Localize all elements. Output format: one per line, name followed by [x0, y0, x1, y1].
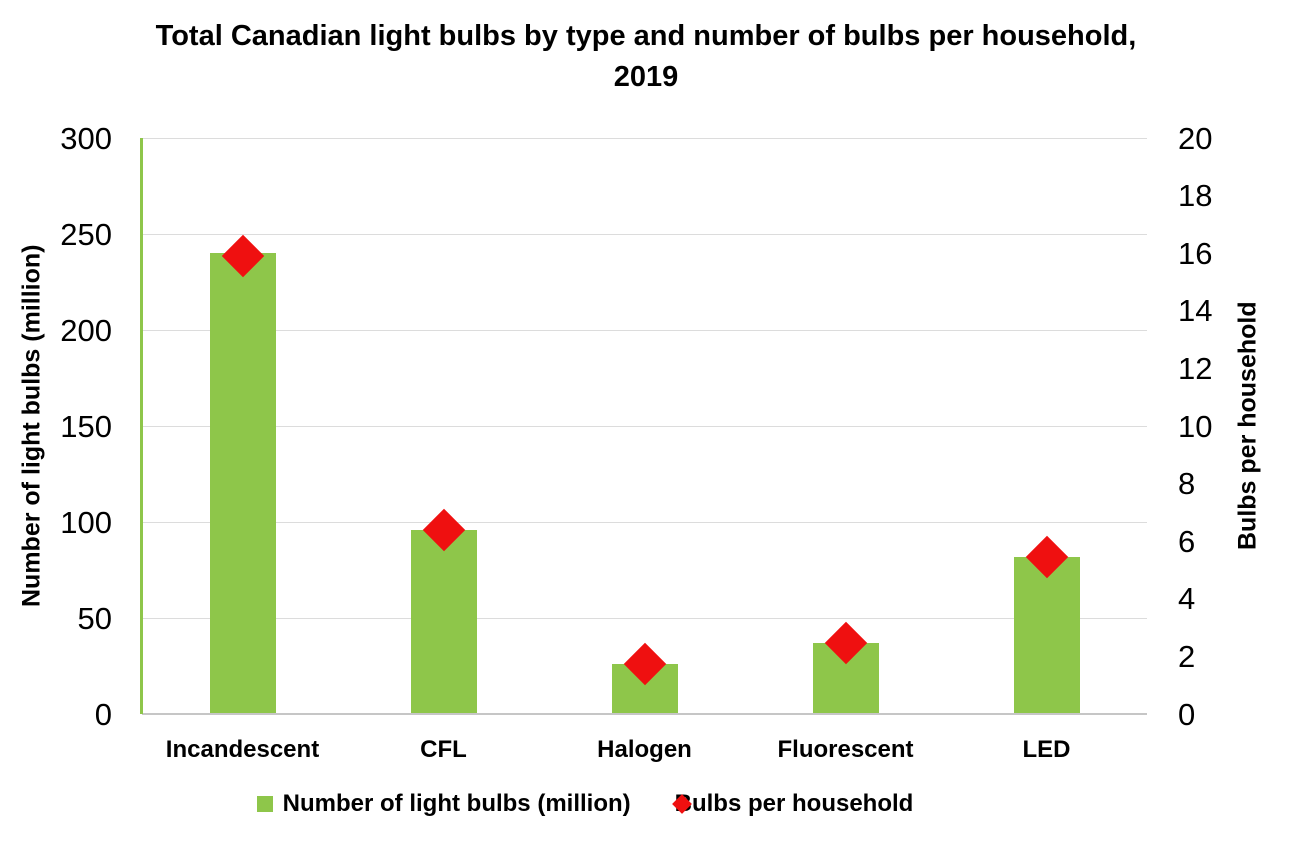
x-label-halogen: Halogen	[597, 736, 692, 763]
legend-square-marker	[256, 796, 273, 812]
legend-diamonds-label: Bulbs per household	[674, 790, 914, 817]
right-axis-tick: 18	[1178, 178, 1213, 214]
gridline	[142, 618, 1147, 619]
right-axis-tick: 20	[1178, 120, 1213, 156]
gridline	[142, 138, 1147, 139]
right-axis-tick: 12	[1178, 350, 1213, 386]
right-axis-tick: 14	[1178, 293, 1213, 329]
right-axis-tick: 2	[1178, 638, 1196, 674]
gridline	[142, 234, 1147, 235]
right-axis-tick: 8	[1178, 466, 1196, 502]
left-axis-tick: 0	[94, 696, 112, 732]
legend-item-bars: Number of light bulbs (million)	[256, 789, 631, 819]
right-axis-tick: 4	[1178, 581, 1196, 617]
left-axis-tick: 150	[60, 408, 112, 444]
chart-title: Total Canadian light bulbs by type and n…	[155, 20, 1137, 94]
bar-cfl	[410, 529, 477, 714]
right-axis-tick: 6	[1178, 523, 1196, 559]
left-axis-tick: 250	[60, 216, 112, 252]
gridline	[142, 522, 1147, 523]
bar-led	[1013, 556, 1080, 714]
y-axis-line	[140, 138, 143, 714]
gridline	[142, 426, 1147, 427]
legend-item-diamonds: Bulbs per household	[671, 789, 914, 819]
left-axis-tick: 300	[60, 120, 112, 156]
legend-bars-label: Number of light bulbs (million)	[282, 790, 631, 817]
bar-incandescent	[209, 253, 276, 714]
right-axis-tick: 10	[1178, 408, 1213, 444]
gridline	[142, 330, 1147, 331]
right-axis-tick: 16	[1178, 235, 1213, 271]
left-axis-tick: 100	[60, 504, 112, 540]
x-label-led: LED	[1022, 736, 1071, 763]
x-label-incandescent: Incandescent	[165, 736, 320, 763]
x-label-cfl: CFL	[420, 736, 467, 763]
legend: Number of light bulbs (million) Bulbs pe…	[0, 789, 1170, 819]
left-axis-tick: 50	[77, 600, 112, 636]
plot-area	[140, 138, 1147, 715]
x-axis-line	[142, 713, 1147, 715]
right-axis-tick: 0	[1178, 696, 1196, 732]
x-label-fluorescent: Fluorescent	[777, 736, 914, 763]
left-axis-tick: 200	[60, 312, 112, 348]
